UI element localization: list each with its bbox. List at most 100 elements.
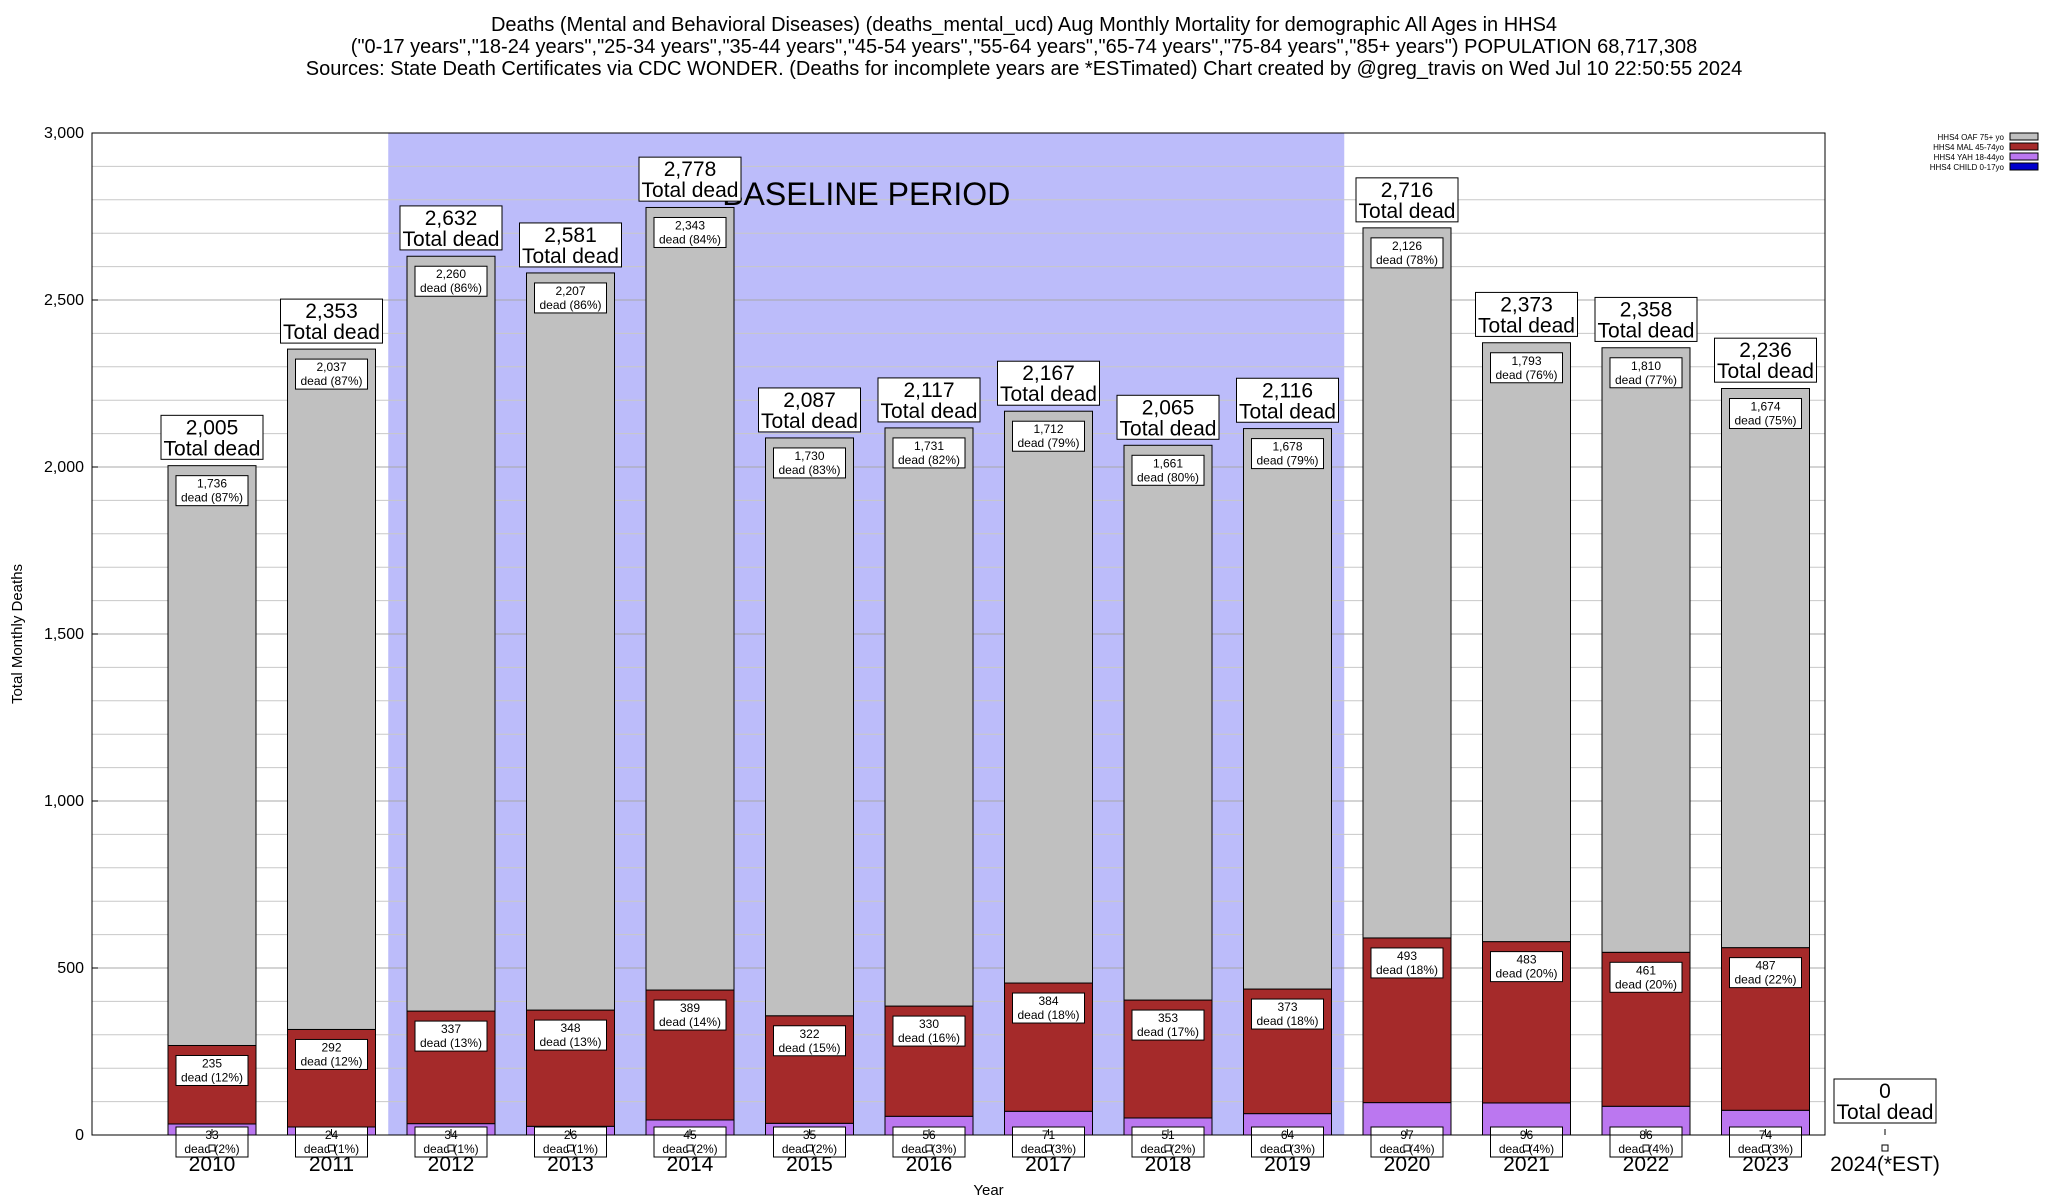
total-label-box: [638, 156, 742, 202]
total-label-box: [160, 414, 264, 460]
bar-segment: [1721, 388, 1810, 949]
mal-label-box: [653, 999, 727, 1031]
y-tick-label: 500: [57, 960, 84, 977]
total-label-value: 2,236: [1739, 339, 1792, 362]
total-label-value: 2,353: [305, 300, 358, 323]
y-axis-label: Total Monthly Deaths: [9, 564, 26, 704]
x-axis-label: Year: [973, 1182, 1003, 1199]
oaf-label-box: [1370, 237, 1444, 269]
mal-label-pct: dead (12%): [181, 1070, 243, 1084]
oaf-label-pct: dead (79%): [1256, 454, 1318, 468]
oaf-label-pct: dead (84%): [659, 232, 721, 246]
y-tick-label: 1,500: [44, 626, 84, 643]
base-marker: [806, 1144, 813, 1152]
bar-segment: [884, 427, 974, 1007]
oaf-label-pct: dead (87%): [181, 491, 243, 505]
x-tick-label: 2022: [1623, 1153, 1670, 1176]
mal-label-pct: dead (20%): [1495, 967, 1557, 981]
mal-label-box: [1609, 961, 1683, 993]
oaf-label-value: 1,731: [914, 439, 944, 453]
total-label-value: 2,632: [425, 207, 478, 230]
total-label-box: [1833, 1078, 1937, 1124]
mal-label-pct: dead (15%): [778, 1041, 840, 1055]
oaf-label-value: 2,126: [1392, 239, 1422, 253]
oaf-label-box: [892, 437, 966, 469]
oaf-label-pct: dead (76%): [1495, 368, 1557, 382]
x-tick-label: 2021: [1503, 1153, 1550, 1176]
oaf-label-box: [1609, 357, 1683, 389]
bar-segment: [1123, 444, 1213, 1001]
oaf-label-value: 2,343: [675, 218, 705, 232]
total-label-box: [1236, 377, 1339, 423]
oaf-label-pct: dead (82%): [898, 453, 960, 467]
base-marker: [567, 1144, 574, 1152]
mal-label-pct: dead (20%): [1615, 977, 1677, 991]
base-marker: [1881, 1144, 1889, 1152]
mal-label-box: [773, 1025, 846, 1057]
legend-label: HHS4 MAL 45-74yo: [1933, 143, 2004, 152]
mal-label-box: [1131, 1009, 1205, 1041]
base-marker: [686, 1144, 694, 1152]
chart-title-line-3: Sources: State Death Certificates via CD…: [305, 58, 1743, 80]
oaf-label-box: [295, 358, 368, 390]
oaf-label-value: 1,674: [1750, 400, 1780, 414]
total-label-box: [280, 298, 383, 344]
base-marker: [1762, 1144, 1769, 1152]
mal-label-pct: dead (22%): [1734, 973, 1796, 987]
total-label-suffix: Total dead: [283, 321, 380, 344]
total-label-suffix: Total dead: [1359, 200, 1456, 223]
mal-label-pct: dead (18%): [1017, 1008, 1079, 1022]
total-label-value: 2,716: [1381, 179, 1434, 202]
total-label-box: [997, 360, 1100, 406]
oaf-label-pct: dead (75%): [1734, 414, 1796, 428]
mal-label-value: 389: [680, 1001, 700, 1015]
oaf-label-value: 2,260: [436, 267, 466, 281]
legend-swatch: [2009, 142, 2039, 151]
bar-segment: [167, 465, 257, 1046]
total-label-box: [1594, 296, 1698, 342]
total-label-suffix: Total dead: [642, 179, 739, 202]
base-marker: [1164, 1144, 1172, 1152]
total-label-value: 2,087: [783, 389, 836, 412]
oaf-label-box: [175, 475, 249, 507]
x-tick-label: 2015: [786, 1153, 833, 1176]
mal-label-box: [414, 1020, 488, 1052]
mal-label-pct: dead (12%): [300, 1054, 362, 1068]
total-label-suffix: Total dead: [403, 228, 500, 251]
base-marker: [1284, 1144, 1291, 1152]
base-marker: [925, 1144, 933, 1152]
y-tick-label: 2,500: [44, 292, 84, 309]
total-label-value: 2,581: [544, 224, 597, 247]
oaf-label-pct: dead (80%): [1137, 470, 1199, 484]
base-marker: [1642, 1144, 1650, 1152]
total-label-suffix: Total dead: [881, 400, 978, 423]
mal-label-box: [1251, 998, 1324, 1030]
total-label-suffix: Total dead: [1239, 400, 1336, 423]
total-label-box: [877, 377, 981, 423]
total-label-value: 2,358: [1620, 298, 1673, 321]
mal-label-box: [1729, 957, 1802, 989]
total-label-suffix: Total dead: [1837, 1101, 1934, 1124]
total-label-box: [1116, 394, 1220, 440]
mal-label-value: 337: [441, 1022, 461, 1036]
total-label-suffix: Total dead: [1478, 314, 1575, 337]
oaf-label-box: [1012, 420, 1085, 452]
x-tick-label: 2011: [309, 1153, 354, 1176]
x-tick-label: 2023: [1742, 1153, 1789, 1176]
bar-segment: [406, 255, 496, 1012]
oaf-label-pct: dead (86%): [420, 281, 482, 295]
x-tick-label: 2020: [1384, 1153, 1431, 1176]
base-marker: [1523, 1144, 1530, 1152]
bar-segment: [645, 206, 735, 991]
mal-label-value: 330: [919, 1017, 939, 1031]
oaf-label-box: [414, 265, 488, 297]
oaf-label-pct: dead (87%): [300, 374, 362, 388]
oaf-label-pct: dead (79%): [1017, 436, 1079, 450]
total-label-value: 2,116: [1262, 379, 1313, 402]
mal-label-pct: dead (18%): [1256, 1014, 1318, 1028]
oaf-label-pct: dead (77%): [1615, 373, 1677, 387]
total-label-suffix: Total dead: [164, 437, 261, 460]
oaf-label-value: 1,678: [1272, 440, 1302, 454]
mal-label-value: 384: [1038, 994, 1058, 1008]
